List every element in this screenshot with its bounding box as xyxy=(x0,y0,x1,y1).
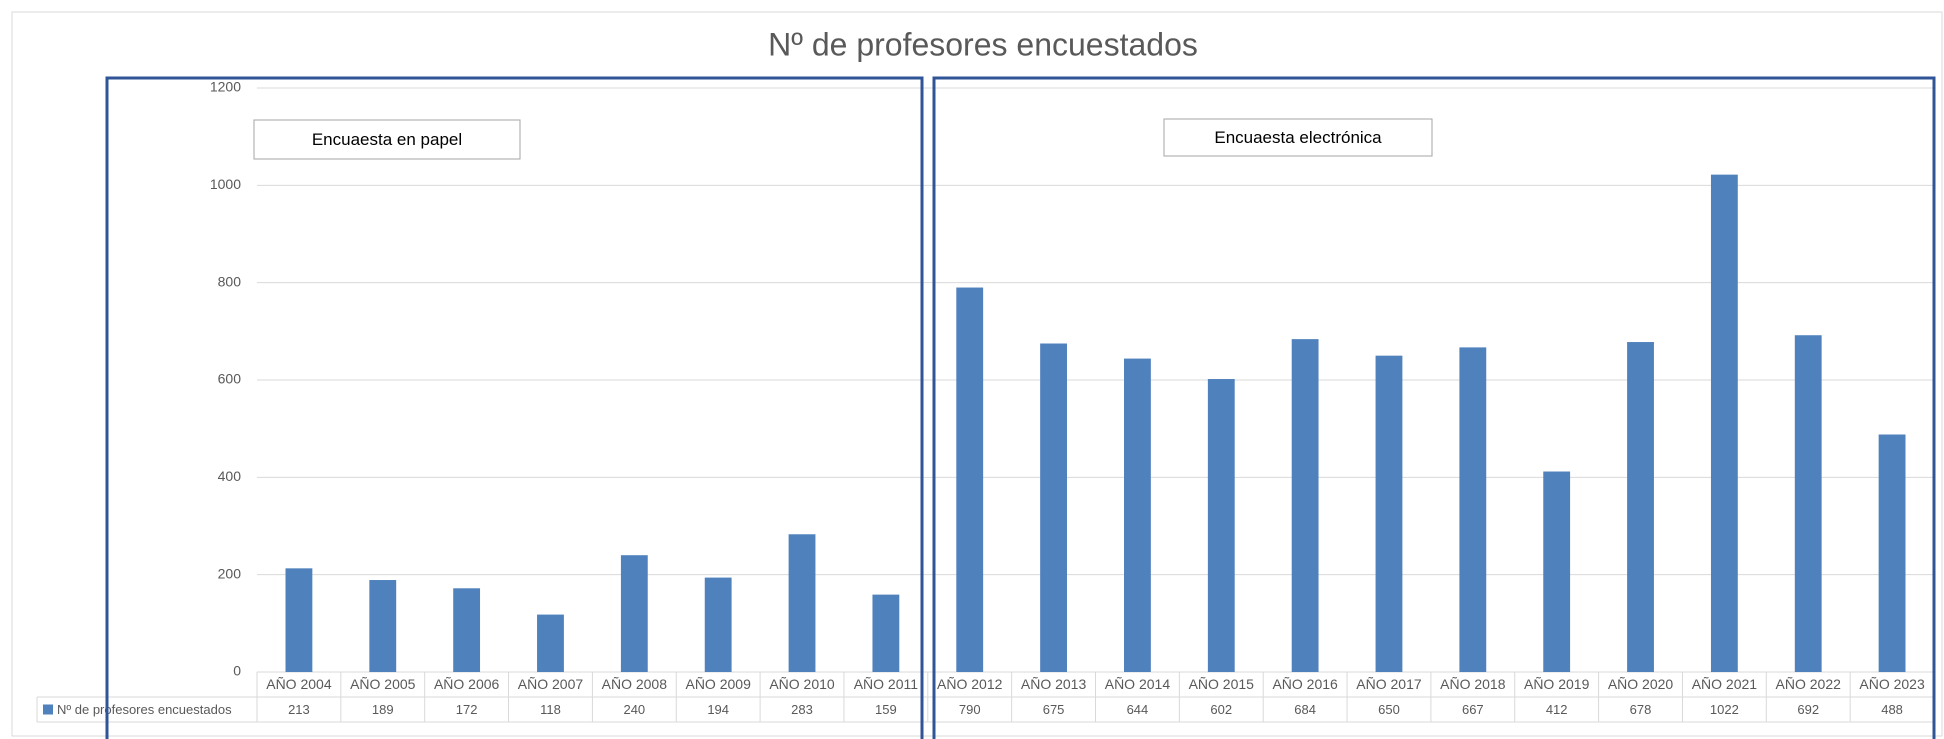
table-value: 194 xyxy=(707,702,729,717)
x-tick-label: AÑO 2018 xyxy=(1440,676,1506,692)
bar xyxy=(1207,379,1235,672)
table-value: 602 xyxy=(1210,702,1232,717)
x-tick-label: AÑO 2008 xyxy=(602,676,668,692)
table-value: 678 xyxy=(1630,702,1652,717)
y-tick-label: 800 xyxy=(218,273,242,289)
x-tick-label: AÑO 2017 xyxy=(1356,676,1422,692)
x-tick-label: AÑO 2009 xyxy=(685,676,751,692)
table-value: 213 xyxy=(288,702,310,717)
table-value: 240 xyxy=(623,702,645,717)
table-value: 159 xyxy=(875,702,897,717)
bar xyxy=(788,534,816,672)
bar xyxy=(1291,339,1319,672)
legend-key xyxy=(43,704,53,715)
x-tick-label: AÑO 2014 xyxy=(1105,676,1171,692)
y-tick-label: 200 xyxy=(218,565,242,581)
bar xyxy=(1375,355,1403,672)
table-value: 189 xyxy=(372,702,394,717)
bar xyxy=(1794,335,1822,672)
x-tick-label: AÑO 2019 xyxy=(1524,676,1590,692)
table-value: 283 xyxy=(791,702,813,717)
table-value: 684 xyxy=(1294,702,1316,717)
x-tick-label: AÑO 2011 xyxy=(854,676,919,692)
bar xyxy=(285,568,313,672)
bar xyxy=(1878,434,1906,672)
table-value: 650 xyxy=(1378,702,1400,717)
bar xyxy=(956,287,984,672)
y-tick-label: 400 xyxy=(218,468,242,484)
table-value: 172 xyxy=(456,702,478,717)
bar xyxy=(453,588,481,672)
table-value: 644 xyxy=(1127,702,1149,717)
bar xyxy=(369,580,397,672)
table-value: 118 xyxy=(540,702,561,717)
x-tick-label: AÑO 2004 xyxy=(266,676,332,692)
legend-label: Nº de profesores encuestados xyxy=(57,702,232,717)
table-value: 1022 xyxy=(1710,702,1739,717)
x-tick-label: AÑO 2021 xyxy=(1692,676,1758,692)
bar xyxy=(1627,342,1654,672)
annotation-box xyxy=(253,119,521,160)
table-value: 667 xyxy=(1462,702,1484,717)
table-value: 790 xyxy=(959,702,981,717)
chart-title: Nº de profesores encuestados xyxy=(768,26,1198,62)
annotation: Encuaesta electrónica xyxy=(1214,128,1382,147)
x-tick-label: AÑO 2023 xyxy=(1859,676,1925,692)
annotation-box xyxy=(1163,118,1433,157)
y-tick-label: 0 xyxy=(233,663,241,679)
x-tick-label: AÑO 2006 xyxy=(434,676,500,692)
annotation: Encuaesta en papel xyxy=(312,130,462,149)
bar xyxy=(1124,358,1151,672)
table-value: 412 xyxy=(1546,702,1568,717)
bar xyxy=(704,577,732,672)
x-tick-label: AÑO 2005 xyxy=(350,676,416,692)
table-value: 488 xyxy=(1881,702,1903,717)
x-tick-label: AÑO 2012 xyxy=(937,676,1003,692)
table-value: 692 xyxy=(1797,702,1819,717)
x-tick-label: AÑO 2007 xyxy=(518,676,584,692)
table-value: 675 xyxy=(1043,702,1065,717)
y-tick-label: 600 xyxy=(218,371,242,387)
y-tick-label: 1000 xyxy=(210,176,241,192)
bar xyxy=(1040,343,1067,672)
bar xyxy=(1543,471,1571,672)
bar xyxy=(620,555,648,672)
group-box xyxy=(105,76,924,739)
x-tick-label: AÑO 2022 xyxy=(1776,676,1842,692)
x-tick-label: AÑO 2013 xyxy=(1021,676,1087,692)
x-tick-label: AÑO 2010 xyxy=(769,676,835,692)
bar xyxy=(872,594,900,672)
y-tick-label: 1200 xyxy=(210,79,241,95)
group-box xyxy=(932,76,1936,739)
x-tick-label: AÑO 2016 xyxy=(1272,676,1338,692)
bar xyxy=(1710,174,1738,673)
bar xyxy=(537,614,564,672)
x-tick-label: AÑO 2015 xyxy=(1189,676,1255,692)
x-tick-label: AÑO 2020 xyxy=(1608,676,1674,692)
bar xyxy=(1459,347,1487,672)
